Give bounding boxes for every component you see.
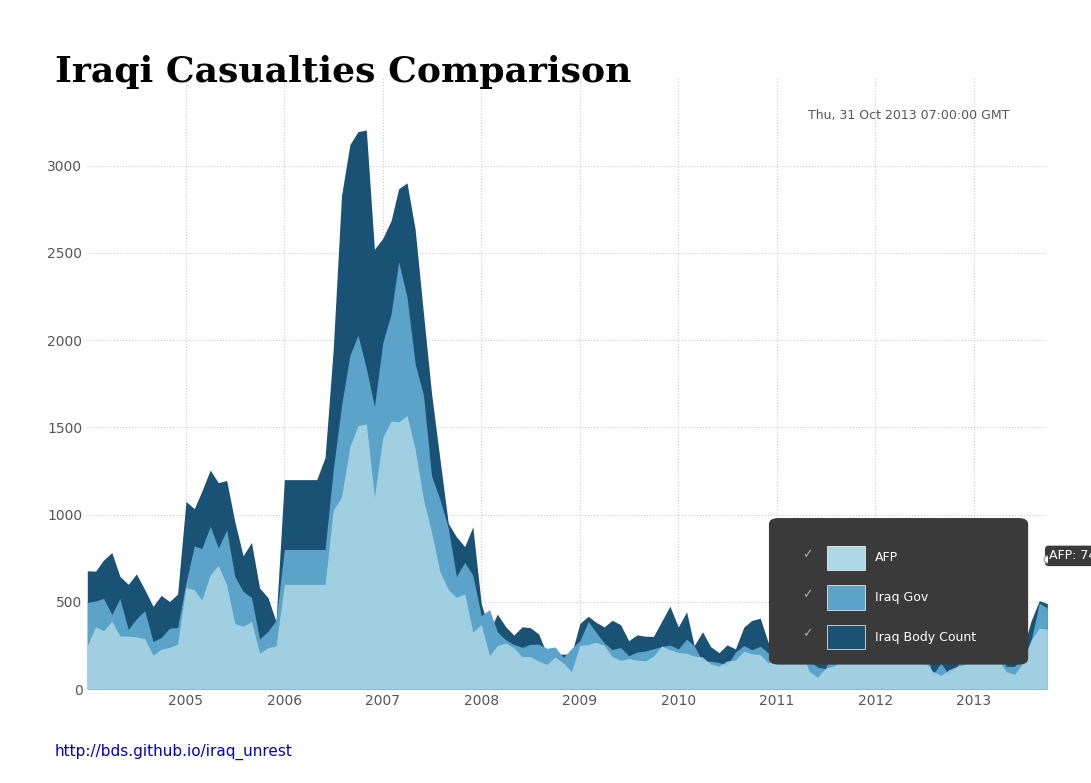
Text: Iraqi Casualties Comparison: Iraqi Casualties Comparison <box>55 55 631 88</box>
Text: Iraq Body Count: Iraq Body Count <box>875 630 975 644</box>
Text: ✓: ✓ <box>803 588 813 601</box>
Text: Thu, 31 Oct 2013 07:00:00 GMT: Thu, 31 Oct 2013 07:00:00 GMT <box>807 109 1009 122</box>
Text: ✓: ✓ <box>803 627 813 640</box>
Text: http://bds.github.io/iraq_unrest: http://bds.github.io/iraq_unrest <box>55 743 292 760</box>
Text: AFP: AFP <box>875 551 898 565</box>
Text: AFP: 743: AFP: 743 <box>1048 550 1091 562</box>
FancyBboxPatch shape <box>769 518 1028 665</box>
FancyBboxPatch shape <box>827 546 865 570</box>
Text: Iraq Gov: Iraq Gov <box>875 591 927 604</box>
FancyBboxPatch shape <box>827 585 865 610</box>
Text: ✓: ✓ <box>803 548 813 561</box>
FancyBboxPatch shape <box>827 625 865 649</box>
